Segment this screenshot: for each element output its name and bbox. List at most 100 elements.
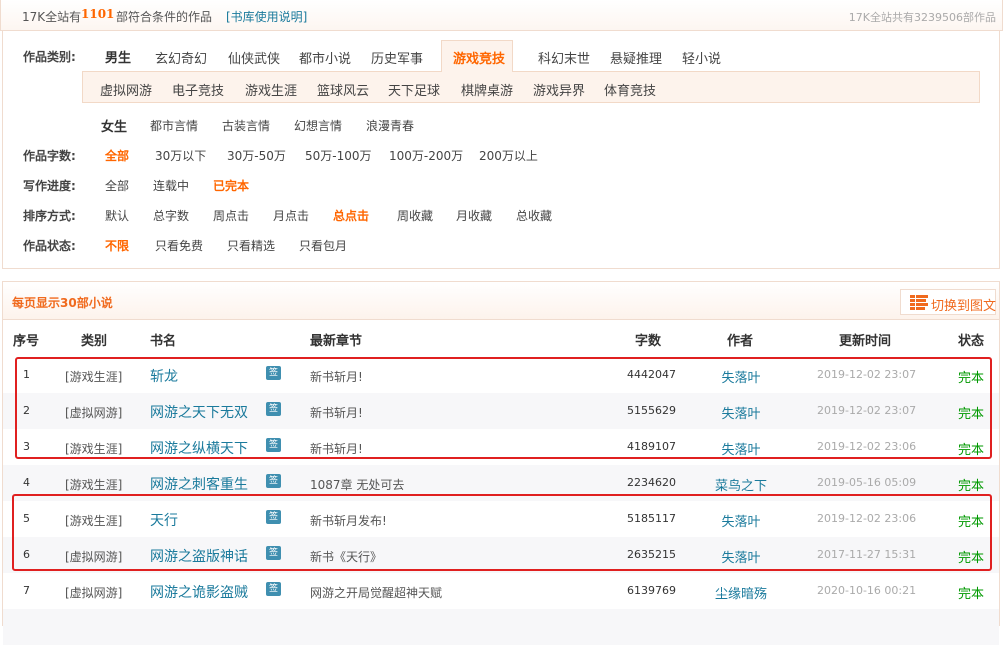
row-category[interactable]: [游戏生涯] [65,478,123,492]
switch-view-label: 切换到图文 [931,299,997,314]
author-link[interactable]: 失落叶 [721,407,761,422]
row-category[interactable]: [游戏生涯] [65,442,123,456]
word-count: 4189107 [627,440,676,453]
progress-option[interactable]: 已完本 [213,179,250,193]
subcategory-item[interactable]: 天下足球 [388,84,441,99]
subcategory-item[interactable]: 虚拟网游 [100,84,153,99]
book-title-link[interactable]: 网游之天下无双 [150,405,248,421]
filter-panel: 作品类别: 男生 玄幻奇幻 仙侠武侠 都市小说 历史军事 游戏竞技 科幻末世 悬疑推理 轻小说 女生… [2,30,1000,269]
words-option[interactable]: 100万-200万 [389,149,464,163]
sort-option[interactable]: 总点击 [333,209,370,223]
status-label: 完本 [958,443,985,458]
category-item[interactable]: 轻小说 [682,52,722,67]
category-item[interactable]: 仙侠武侠 [228,52,281,67]
latest-chapter-link[interactable]: 新书《天行》 [310,550,383,564]
author-link[interactable]: 失落叶 [721,515,761,530]
table-row: 1 [游戏生涯] 斩龙 签 新书斩月! 4442047 失落叶 2019-12-02 23:0… [3,357,999,393]
signed-badge-icon: 签 [266,546,281,560]
result-count: 1101 [81,7,115,21]
latest-chapter-link[interactable]: 1087章 无处可去 [310,478,405,492]
author-link[interactable]: 失落叶 [721,371,761,386]
subcategory-item[interactable]: 篮球风云 [317,84,370,99]
latest-chapter-link[interactable]: 新书斩月! [310,370,363,384]
table-row: 5 [游戏生涯] 天行 签 新书斩月发布! 5185117 失落叶 2019-12-02 23… [3,501,999,537]
subcategory-item[interactable]: 电子竞技 [172,84,225,99]
status-option[interactable]: 只看免费 [155,239,204,253]
sort-option[interactable]: 总收藏 [516,209,553,223]
row-category[interactable]: [游戏生涯] [65,370,123,384]
column-header: 作者 [727,334,754,349]
latest-chapter-link[interactable]: 新书斩月发布! [310,514,387,528]
subcategory-item[interactable]: 棋牌桌游 [461,84,514,99]
column-header: 书名 [150,334,177,349]
subcategory-item[interactable]: 游戏异界 [533,84,586,99]
column-header: 字数 [635,334,662,349]
author-link[interactable]: 菜鸟之下 [714,479,768,494]
subcategory-item[interactable]: 游戏生涯 [245,84,298,99]
row-category[interactable]: [虚拟网游] [65,406,123,420]
row-category[interactable]: [虚拟网游] [65,586,123,600]
author-link[interactable]: 失落叶 [721,551,761,566]
word-count: 5155629 [627,404,676,417]
status-option[interactable]: 不限 [105,239,130,253]
sort-option[interactable]: 月收藏 [456,209,493,223]
sort-option[interactable]: 默认 [105,209,130,223]
words-option[interactable]: 全部 [105,149,130,163]
book-title-link[interactable]: 天行 [150,513,178,529]
book-title-link[interactable]: 斩龙 [150,369,178,385]
category-item[interactable]: 游戏竞技 [453,52,506,67]
female-category-item[interactable]: 古装言情 [222,119,271,133]
category-item[interactable]: 玄幻奇幻 [155,52,208,67]
female-category-item[interactable]: 都市言情 [150,119,199,133]
row-number: 2 [23,404,30,417]
words-option[interactable]: 200万以上 [479,149,538,163]
category-item[interactable]: 悬疑推理 [610,52,663,67]
signed-badge-icon: 签 [266,438,281,452]
latest-chapter-link[interactable]: 新书斩月! [310,406,363,420]
words-option[interactable]: 30万-50万 [227,149,286,163]
sort-option[interactable]: 月点击 [273,209,310,223]
book-title-link[interactable]: 网游之刺客重生 [150,477,248,493]
book-title-link[interactable]: 网游之纵横天下 [150,441,248,457]
progress-option[interactable]: 全部 [105,179,130,193]
summary-prefix: 17K全站有 [22,10,82,24]
signed-badge-icon: 签 [266,402,281,416]
table-row: 7 [虚拟网游] 网游之诡影盗贼 签 网游之开局觉醒超神天赋 6139769 尘缘暗殇 202… [3,573,999,609]
author-link[interactable]: 失落叶 [721,443,761,458]
status-label: 完本 [958,515,985,530]
category-item[interactable]: 科幻末世 [538,52,591,67]
latest-chapter-link[interactable]: 网游之开局觉醒超神天赋 [310,586,443,600]
female-category-item[interactable]: 浪漫青春 [366,119,415,133]
category-female[interactable]: 女生 [101,120,128,135]
column-header: 序号 [13,334,40,349]
row-number: 3 [23,440,30,453]
help-link[interactable]: [书库使用说明] [226,10,308,24]
female-category-item[interactable]: 幻想言情 [294,119,343,133]
switch-view-button[interactable]: 切换到图文 [900,289,996,315]
progress-option[interactable]: 连载中 [153,179,190,193]
update-time: 2019-12-02 23:07 [817,404,917,417]
subcategory-item[interactable]: 体育竞技 [604,84,657,99]
highlight-box-1 [15,357,992,459]
sort-option[interactable]: 周点击 [213,209,250,223]
row-category[interactable]: [游戏生涯] [65,514,123,528]
author-link[interactable]: 尘缘暗殇 [714,587,768,602]
words-option[interactable]: 50万-100万 [305,149,372,163]
book-title-link[interactable]: 网游之诡影盗贼 [150,585,248,601]
sort-option[interactable]: 总字数 [153,209,190,223]
category-item[interactable]: 都市小说 [299,52,352,67]
category-item[interactable]: 历史军事 [371,52,424,67]
row-category[interactable]: [虚拟网游] [65,550,123,564]
table-row [3,609,999,645]
words-option[interactable]: 30万以下 [155,149,207,163]
category-male[interactable]: 男生 [105,51,132,66]
words-label: 作品字数: [23,149,76,163]
latest-chapter-link[interactable]: 新书斩月! [310,442,363,456]
status-option[interactable]: 只看精选 [227,239,276,253]
status-option[interactable]: 只看包月 [299,239,348,253]
row-number: 1 [23,368,30,381]
sort-option[interactable]: 周收藏 [397,209,434,223]
book-title-link[interactable]: 网游之盗版神话 [150,549,248,565]
word-count: 2234620 [627,476,676,489]
column-header: 更新时间 [839,334,892,349]
